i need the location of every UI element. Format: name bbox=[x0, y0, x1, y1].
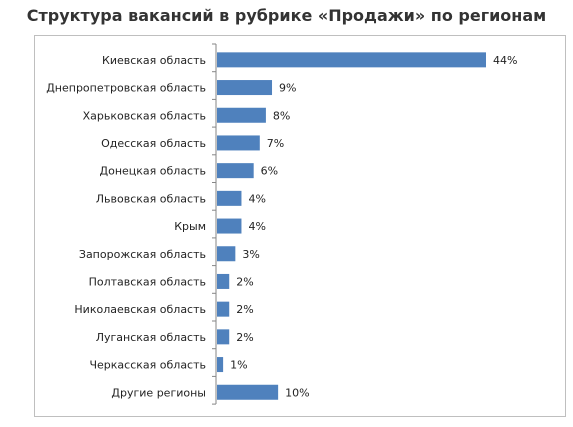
data-label: 8% bbox=[273, 109, 290, 122]
category-label: Другие регионы bbox=[111, 386, 206, 399]
category-label: Одесская область bbox=[101, 137, 206, 150]
data-label: 6% bbox=[261, 165, 278, 178]
data-label: 7% bbox=[267, 137, 284, 150]
category-label: Луганская область bbox=[96, 331, 206, 344]
bar bbox=[217, 246, 236, 262]
bar bbox=[217, 135, 260, 151]
bar bbox=[217, 301, 230, 317]
bar bbox=[217, 329, 230, 345]
bar bbox=[217, 163, 254, 179]
data-label: 2% bbox=[236, 303, 253, 316]
category-label: Крым bbox=[174, 220, 206, 233]
category-label: Киевская область bbox=[102, 54, 206, 67]
data-label: 1% bbox=[230, 359, 247, 372]
bar bbox=[217, 52, 486, 68]
category-label: Львовская область bbox=[96, 192, 206, 205]
data-label: 4% bbox=[248, 220, 265, 233]
bar bbox=[217, 384, 279, 400]
bar bbox=[217, 357, 224, 373]
bar bbox=[217, 107, 266, 123]
data-label: 10% bbox=[285, 386, 309, 399]
data-label: 4% bbox=[248, 192, 265, 205]
chart-title: Структура вакансий в рубрике «Продажи» п… bbox=[26, 6, 547, 25]
bar bbox=[217, 273, 230, 289]
category-label: Запорожская область bbox=[79, 248, 206, 261]
bar bbox=[217, 218, 242, 234]
bar bbox=[217, 80, 273, 96]
data-label: 9% bbox=[279, 82, 296, 95]
chart-frame bbox=[34, 35, 566, 417]
category-label: Донецкая область bbox=[100, 165, 207, 178]
data-label: 2% bbox=[236, 331, 253, 344]
category-label: Днепропетровская область bbox=[46, 82, 206, 95]
category-label: Полтавская область bbox=[89, 275, 206, 288]
bar bbox=[217, 190, 242, 206]
data-label: 44% bbox=[493, 54, 517, 67]
category-label: Харьковская область bbox=[83, 109, 206, 122]
data-label: 2% bbox=[236, 275, 253, 288]
category-label: Николаевская область bbox=[74, 303, 206, 316]
data-label: 3% bbox=[242, 248, 259, 261]
category-label: Черкасская область bbox=[90, 359, 207, 372]
